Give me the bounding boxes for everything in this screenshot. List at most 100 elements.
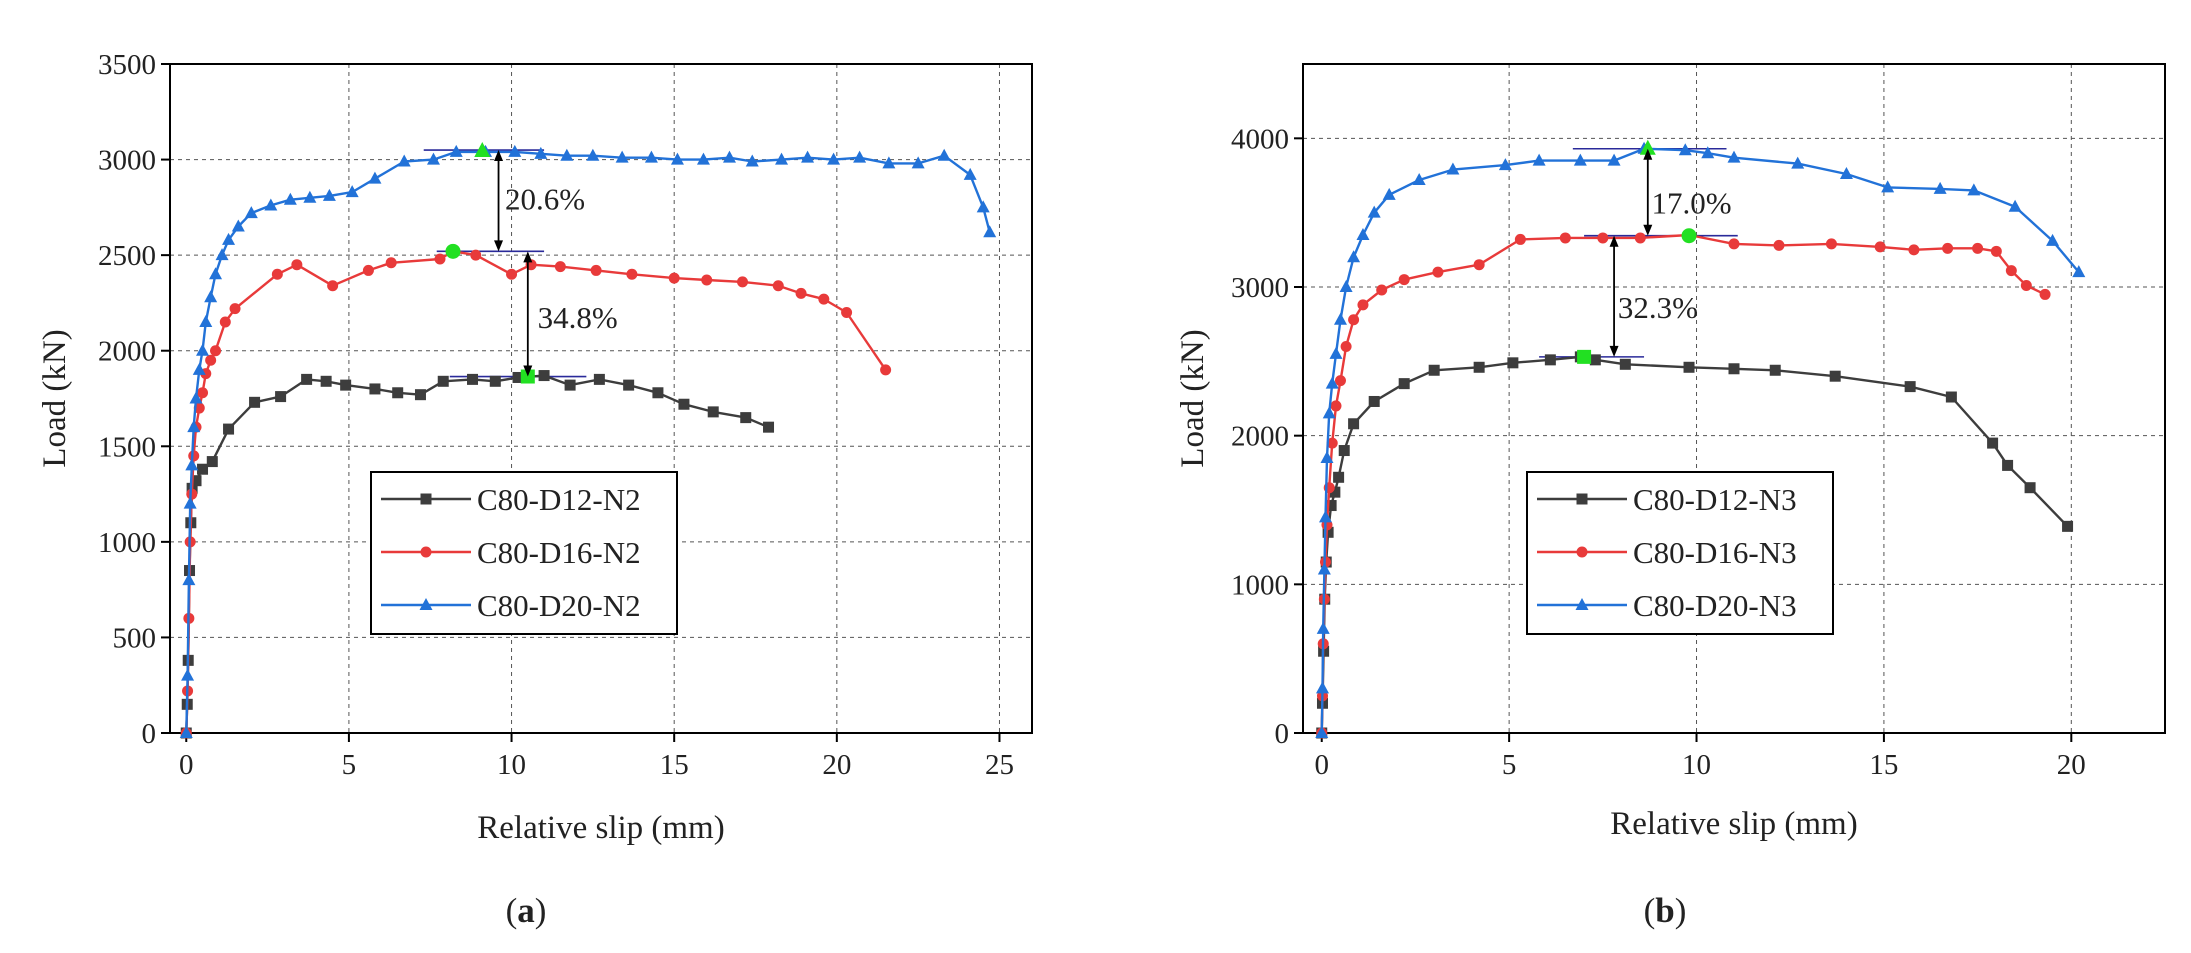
panel-a-data-point — [204, 290, 218, 303]
panel-b-data-point — [1318, 510, 1332, 523]
panel-a-y-axis-label: Load (kN) — [37, 329, 73, 467]
panel-b-data-point — [1473, 361, 1485, 373]
panel-a-data-point — [222, 232, 236, 245]
panel-b-data-point — [1619, 358, 1631, 370]
panel-a-data-point — [196, 343, 210, 356]
panel-a-data-point — [426, 152, 440, 165]
panel-a-data-point — [707, 406, 719, 418]
panel-a-data-point — [362, 264, 374, 276]
panel-b-data-point — [1320, 450, 1334, 463]
panel-a-data-point — [199, 315, 213, 328]
panel-b-data-point — [1317, 562, 1331, 575]
panel-a-data-point — [182, 573, 196, 586]
panel-a-data-point — [841, 306, 853, 318]
panel-a-data-point — [215, 248, 229, 261]
panel-a-legend-swatch-marker — [419, 598, 433, 610]
panel-b-y-tick-label: 2000 — [1231, 421, 1289, 453]
panel-a-data-point — [414, 389, 426, 401]
panel-a-data-point — [590, 264, 602, 276]
panel-a-data-point — [937, 148, 951, 161]
panel-b-data-point — [1315, 681, 1329, 694]
panel-b-series-C80-D20-N3 — [1315, 141, 2086, 738]
panel-a-legend-swatch-marker — [420, 493, 432, 505]
panel-b-caption-letter: b — [1655, 891, 1674, 930]
panel-b-data-point — [1325, 376, 1339, 389]
panel-a-data-point — [701, 274, 713, 286]
panel-a-data-point — [911, 156, 925, 169]
panel-b-data-point — [1514, 233, 1526, 245]
panel-b-data-point — [1322, 406, 1336, 419]
panel-a-data-point — [179, 726, 193, 738]
panel-a-data-point — [368, 171, 382, 184]
panel-b-data-point — [1728, 238, 1740, 250]
panel-a-data-point — [795, 287, 807, 299]
panel-b-legend-item: C80-D16-N3 — [1537, 535, 1797, 570]
panel-a-data-point — [264, 198, 278, 211]
panel-b-arrow-head-up — [1609, 235, 1619, 247]
panel-a-y-tick-label: 3500 — [98, 49, 156, 81]
panel-a-caption-letter: a — [517, 891, 535, 930]
panel-a-data-point — [564, 379, 576, 391]
panel-a-y-tick-label: 0 — [142, 718, 157, 750]
panel-a-data-point — [696, 152, 710, 165]
panel-b-data-point — [1326, 437, 1338, 449]
panel-b-data-point — [1367, 205, 1381, 218]
panel-a-x-tick-label: 5 — [342, 749, 357, 781]
panel-a-data-point — [197, 463, 209, 475]
panel-b-data-point — [2046, 233, 2060, 246]
panel-b-data-point — [1333, 471, 1345, 483]
panel-a-x-tick-label: 25 — [985, 749, 1014, 781]
panel-a-data-point — [437, 375, 449, 387]
panel-a-series-C80-D20-N2 — [179, 144, 997, 738]
panel-b-y-tick-label: 1000 — [1231, 569, 1289, 601]
panel-a-annotations: 20.6% 34.8% — [494, 150, 618, 377]
panel-a-data-point — [644, 150, 658, 163]
panel-b-data-point — [1398, 378, 1410, 390]
panel-b-data-point — [1376, 284, 1388, 296]
panel-b-data-point — [1348, 418, 1360, 430]
panel-a-data-point — [244, 206, 258, 219]
panel-a-data-point — [853, 150, 867, 163]
panel-b-data-point — [1990, 245, 2002, 257]
panel-b-data-point — [1683, 361, 1695, 373]
panel-b-data-point — [1315, 726, 1329, 738]
panel-a-legend-item: C80-D12-N2 — [381, 482, 641, 517]
panel-b-data-point — [1701, 146, 1715, 159]
panel-a-data-point — [722, 150, 736, 163]
panel-a-data-point — [392, 387, 404, 399]
panel-b-data-point — [2005, 265, 2017, 277]
panel-b-data-point — [1728, 363, 1740, 375]
panel-a-data-point — [209, 267, 223, 280]
panel-b-data-point — [1368, 395, 1380, 407]
panel-a-y-tick-label: 3000 — [98, 145, 156, 177]
panel-b-data-point — [1322, 526, 1334, 538]
panel-a-y-tick-label: 2000 — [98, 336, 156, 368]
panel-a-legend-label: C80-D20-N2 — [477, 588, 641, 623]
panel-a-data-point — [291, 259, 303, 271]
panel-a-legend-item: C80-D20-N2 — [381, 588, 641, 623]
panel-a-chart: 0 5 10 15 20 25 0 500 1000 1500 2000 2500 3000 3500 2… — [37, 49, 1033, 930]
panel-b-data-point — [1678, 143, 1692, 156]
panel-b-data-point — [1573, 153, 1587, 166]
panel-b-reference-lines — [1539, 147, 1738, 358]
panel-a-y-tick-label: 1500 — [98, 431, 156, 463]
panel-a-data-point — [818, 293, 830, 305]
panel-a-data-point — [192, 362, 206, 375]
panel-b-data-point — [1769, 364, 1781, 376]
panel-a-data-point — [449, 144, 463, 157]
panel-a-data-point — [880, 364, 892, 376]
panel-b-highlight-points — [1577, 139, 1697, 364]
panel-a-data-point — [249, 396, 261, 408]
panel-a-x-tick-label: 0 — [179, 749, 194, 781]
panel-a-data-point — [181, 668, 195, 681]
panel-b-legend-swatch-marker — [1576, 546, 1588, 558]
panel-a-data-point — [772, 280, 784, 292]
panel-a-data-point — [489, 375, 501, 387]
panel-a-arrow-head-down — [523, 365, 533, 377]
panel-b-data-point — [1829, 370, 1841, 382]
panel-b-x-tick-label: 15 — [1869, 749, 1898, 781]
panel-a-data-point — [210, 345, 222, 357]
panel-b-x-tick-label: 20 — [2057, 749, 2086, 781]
panel-a-data-point — [534, 146, 548, 159]
